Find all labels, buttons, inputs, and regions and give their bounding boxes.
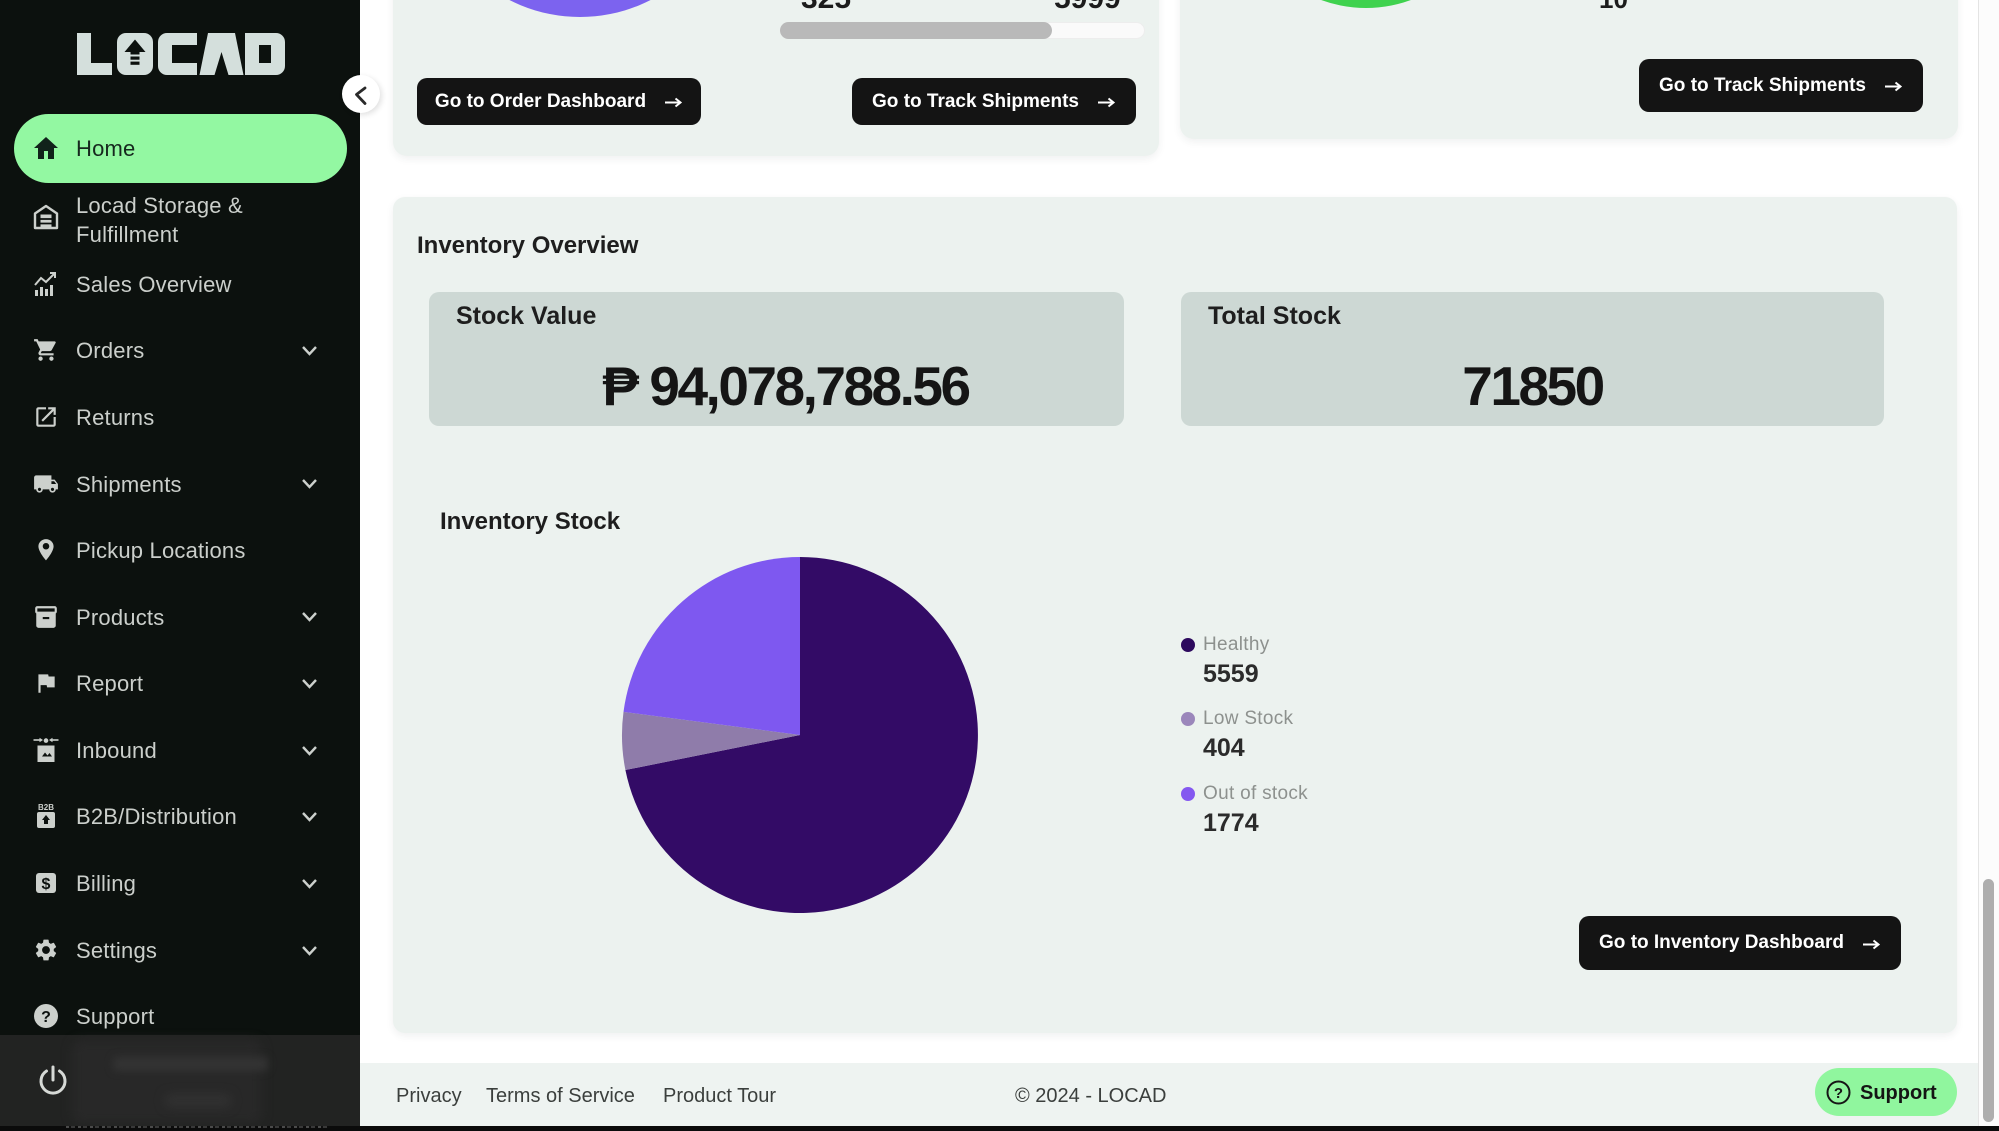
svg-text:?: ? [41,1009,51,1026]
svg-text:$: $ [42,876,51,893]
svg-text:?: ? [1834,1085,1843,1102]
svg-text:B2B: B2B [38,803,54,812]
